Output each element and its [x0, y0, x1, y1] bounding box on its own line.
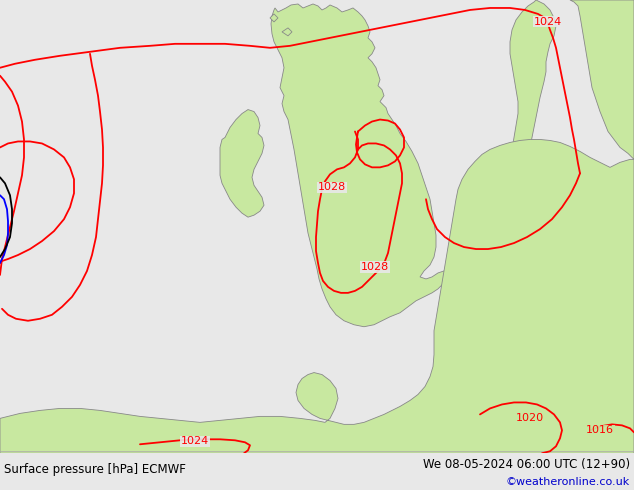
Text: ©weatheronline.co.uk: ©weatheronline.co.uk — [506, 477, 630, 487]
Text: Surface pressure [hPa] ECMWF: Surface pressure [hPa] ECMWF — [4, 463, 186, 475]
Text: 1016: 1016 — [586, 425, 614, 435]
Polygon shape — [570, 0, 634, 159]
Polygon shape — [220, 110, 264, 217]
Polygon shape — [271, 4, 448, 327]
Text: We 08-05-2024 06:00 UTC (12+90): We 08-05-2024 06:00 UTC (12+90) — [423, 458, 630, 471]
Polygon shape — [510, 181, 526, 215]
Polygon shape — [270, 14, 278, 22]
Text: 1024: 1024 — [181, 436, 209, 446]
Text: 1024: 1024 — [534, 17, 562, 27]
Text: 1028: 1028 — [361, 262, 389, 272]
Text: 1020: 1020 — [516, 414, 544, 423]
Text: 1028: 1028 — [318, 182, 346, 192]
Polygon shape — [0, 140, 634, 453]
Polygon shape — [510, 0, 556, 185]
Polygon shape — [518, 213, 562, 247]
Polygon shape — [282, 28, 292, 36]
